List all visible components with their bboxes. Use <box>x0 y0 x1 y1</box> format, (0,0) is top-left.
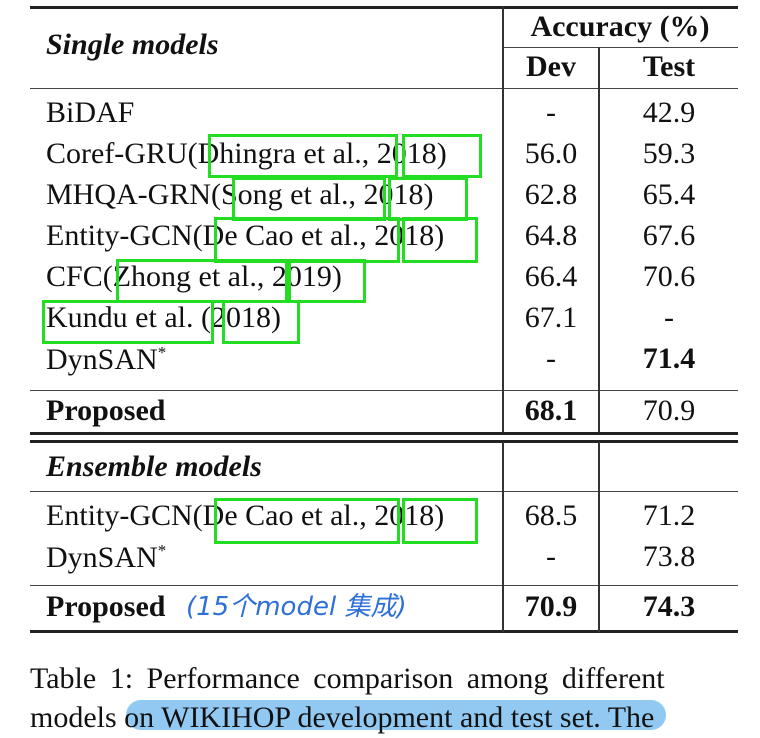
dev-value: 64.8 <box>524 219 578 252</box>
dev-value: 56.0 <box>524 137 578 170</box>
citation-box <box>388 177 468 221</box>
model-name: MHQA-GRN( <box>46 178 221 211</box>
dev-value: 62.8 <box>524 178 578 211</box>
model-name: DynSAN <box>46 343 158 376</box>
caption-text: The <box>600 701 655 734</box>
rule-header-mid <box>502 47 738 49</box>
caption-text: models <box>30 701 125 734</box>
rule-double-1 <box>30 432 738 435</box>
row-name-proposed: Proposed <box>46 394 166 427</box>
rule-bottom <box>30 630 738 633</box>
dev-value: 66.4 <box>524 260 578 293</box>
dev-value: - <box>546 96 556 129</box>
citation-box <box>208 134 398 178</box>
row-name-dynsan: DynSAN* <box>46 344 166 375</box>
citation-box <box>42 300 214 344</box>
accuracy-header: Accuracy (%) <box>530 10 710 43</box>
vrule-4 <box>598 442 600 632</box>
dev-header: Dev <box>526 50 576 83</box>
caption-highlighted-text: on WIKIHOP development and test set. <box>124 701 601 734</box>
dev-value: - <box>546 342 556 375</box>
model-name: Entity-GCN( <box>46 499 203 532</box>
row-name-dynsan-ensemble: DynSAN* <box>46 542 166 573</box>
test-header: Test <box>642 50 696 83</box>
citation-authors: Dhingra et al. <box>197 137 362 170</box>
row-name-cfc: CFC(Zhong et al., 2019) <box>46 260 342 293</box>
citation-year: 2018 <box>363 178 424 211</box>
citation-box <box>214 217 400 263</box>
caption-highlight <box>126 700 666 730</box>
citation-authors: De Cao et al. <box>202 499 360 532</box>
dev-value: 67.1 <box>524 301 578 334</box>
row-name-coref-gru: Coref-GRU(Dhingra et al., 2018) <box>46 137 447 170</box>
model-name: Entity-GCN( <box>46 219 203 252</box>
citation-box <box>402 134 482 178</box>
test-value: 70.6 <box>642 260 696 293</box>
citation-box <box>222 300 300 344</box>
citation-box <box>402 217 478 263</box>
citation-year: 2018 <box>376 137 437 170</box>
row-name-entity-gcn-ensemble: Entity-GCN(De Cao et al., 2018) <box>46 499 445 532</box>
rule-double-2 <box>30 440 738 443</box>
dev-value: 68.5 <box>524 499 578 532</box>
test-value-best: 74.3 <box>642 590 696 623</box>
citation-authors: Song et al. <box>221 178 349 211</box>
caption-line-2: models on WIKIHOP development and test s… <box>30 703 654 733</box>
rule-before-proposed-2 <box>30 585 738 587</box>
test-value: 73.8 <box>642 540 696 573</box>
test-value: 65.4 <box>642 178 696 211</box>
citation-authors: Zhong et al. <box>112 260 257 293</box>
asterisk-marker: * <box>157 541 167 560</box>
row-name-bidaf: BiDAF <box>46 96 135 129</box>
rule-before-proposed <box>30 390 738 392</box>
asterisk-marker: * <box>157 343 167 362</box>
vrule-1 <box>502 6 504 432</box>
handwritten-note: (15个model 集成) <box>186 592 407 622</box>
section-ensemble-models: Ensemble models <box>46 450 262 483</box>
test-value: 42.9 <box>642 96 696 129</box>
test-value: 70.9 <box>642 394 696 427</box>
citation-box <box>288 259 366 303</box>
vrule-2 <box>598 47 600 432</box>
rule-after-ensemble-header <box>30 491 738 493</box>
section-single-models: Single models <box>46 28 219 61</box>
caption-line-1: Table 1: Performance comparison among di… <box>30 662 665 695</box>
test-value: 71.2 <box>642 499 696 532</box>
model-name: DynSAN <box>46 541 158 574</box>
model-name: Coref-GRU( <box>46 137 198 170</box>
citation-box <box>116 259 288 303</box>
citation-box <box>232 177 386 221</box>
test-value: 67.6 <box>642 219 696 252</box>
citation-box <box>214 498 400 544</box>
rule-header-bottom <box>30 88 738 90</box>
citation-year: 2019 <box>271 260 332 293</box>
model-name: CFC( <box>46 260 113 293</box>
rule-top <box>30 6 738 9</box>
row-name-kundu: Kundu et al. (2018) <box>46 301 281 334</box>
dev-value-best: 68.1 <box>524 394 578 427</box>
citation-authors: Kundu et al. <box>46 301 194 334</box>
dev-value-best: 70.9 <box>524 590 578 623</box>
citation-year: 2018 <box>210 301 271 334</box>
dev-value: - <box>546 540 556 573</box>
citation-box <box>402 498 478 544</box>
row-name-mhqa-grn: MHQA-GRN(Song et al., 2018) <box>46 178 434 211</box>
test-value-best: 71.4 <box>642 342 696 375</box>
test-value: 59.3 <box>642 137 696 170</box>
citation-authors: De Cao et al. <box>202 219 360 252</box>
test-value: - <box>664 301 674 334</box>
vrule-3 <box>502 442 504 632</box>
row-name-proposed-ensemble: Proposed <box>46 590 166 623</box>
